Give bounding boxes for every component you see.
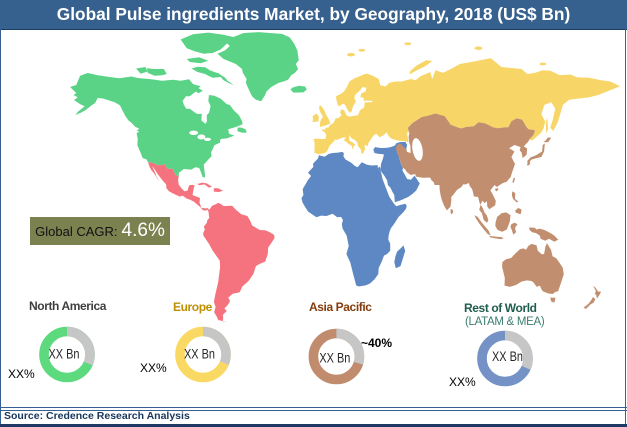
svg-text:XX Bn: XX Bn <box>492 349 523 364</box>
svg-text:XX Bn: XX Bn <box>49 347 80 362</box>
svg-text:XX Bn: XX Bn <box>319 351 350 366</box>
svg-text:XX Bn: XX Bn <box>184 347 215 362</box>
